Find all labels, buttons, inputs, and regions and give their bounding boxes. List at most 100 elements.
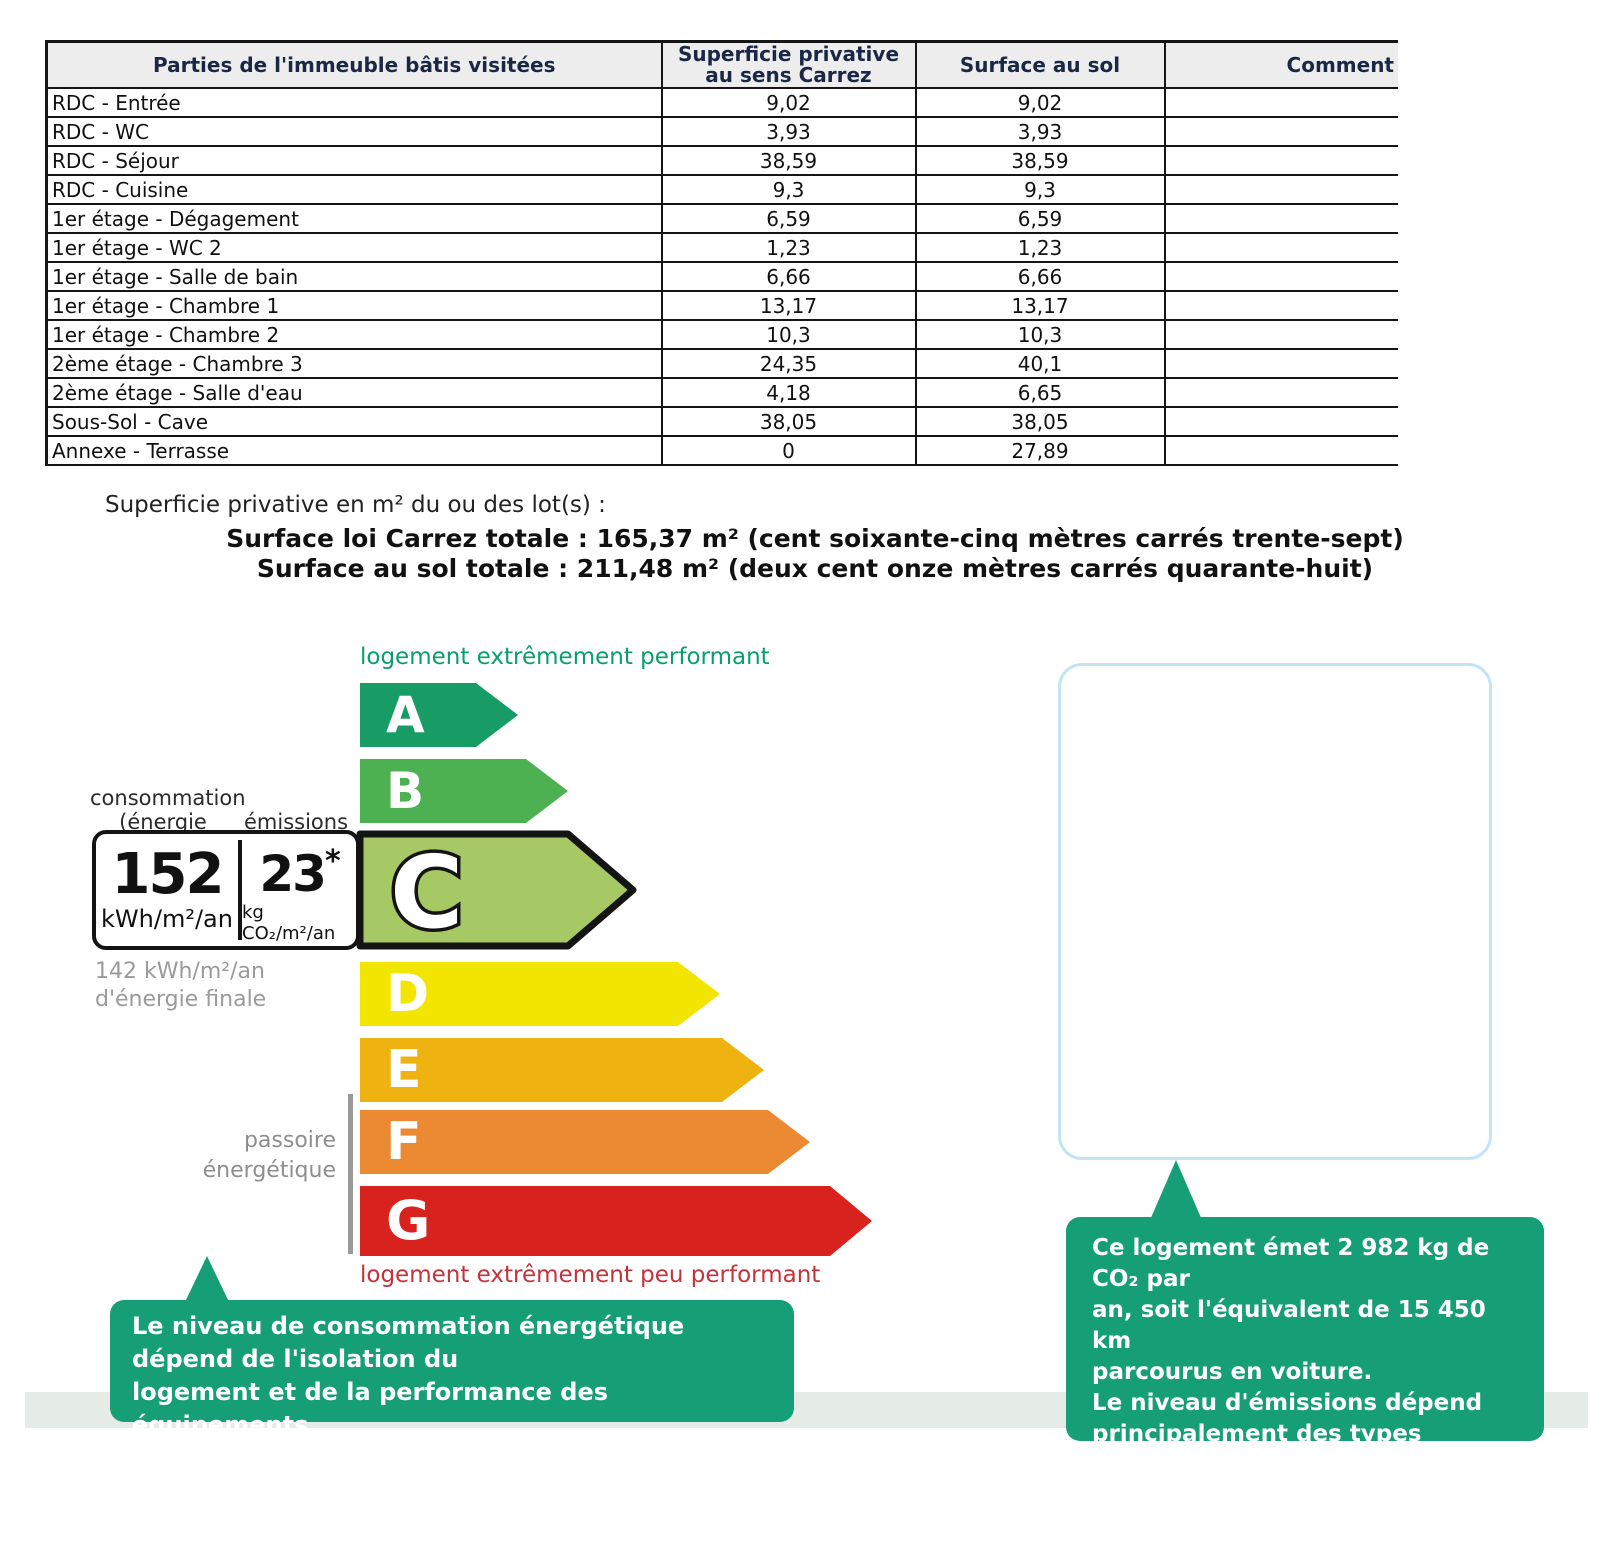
sol-value: 38,05 <box>914 406 1166 437</box>
sol-value: 9,02 <box>914 87 1166 118</box>
emissions-asterisk: * <box>324 844 341 879</box>
table-row: 1er étage - Salle de bain 6,66 6,66 <box>45 261 1398 292</box>
room-label: Sous-Sol - Cave <box>45 406 663 437</box>
callout-line: Le niveau de consommation énergétique dé… <box>132 1312 685 1373</box>
carrez-value: 13,17 <box>660 290 917 321</box>
energy-class-c-arrow: C <box>356 830 637 950</box>
passoire-bracket-line <box>348 1094 353 1254</box>
sol-value: 6,59 <box>914 203 1166 234</box>
energy-class-d-bar: D <box>360 962 720 1026</box>
comment-cell <box>1163 377 1398 408</box>
table-row: 1er étage - WC 2 1,23 1,23 <box>45 232 1398 263</box>
sol-value: 1,23 <box>914 232 1166 263</box>
room-label: RDC - WC <box>45 116 663 147</box>
sol-value: 3,93 <box>914 116 1166 147</box>
comment-cell <box>1163 290 1398 321</box>
table-row: 2ème étage - Salle d'eau 4,18 6,65 <box>45 377 1398 408</box>
carrez-value: 24,35 <box>660 348 917 379</box>
carrez-value: 1,23 <box>660 232 917 263</box>
energy-class-b-letter: B <box>386 762 425 820</box>
callout-line: Ce logement émet 2 982 kg de CO₂ par <box>1092 1235 1490 1292</box>
energy-bottom-label: logement extrêmement peu performant <box>360 1262 821 1288</box>
table-row: Sous-Sol - Cave 38,05 38,05 <box>45 406 1398 437</box>
surface-totals: Surface loi Carrez totale : 165,37 m² (c… <box>75 524 1555 584</box>
table-row: 1er étage - Chambre 2 10,3 10,3 <box>45 319 1398 350</box>
carrez-value: 4,18 <box>660 377 917 408</box>
room-label: RDC - Entrée <box>45 87 663 118</box>
sol-value: 27,89 <box>914 435 1166 466</box>
energy-class-g-letter: G <box>386 1189 431 1252</box>
header-comment: Comment <box>1163 40 1398 89</box>
energy-class-f-letter: F <box>386 1112 422 1172</box>
emissions-value-cell: 23* kg CO₂/m²/an <box>242 834 356 946</box>
comment-cell <box>1163 174 1398 205</box>
energy-class-c-shape <box>356 830 637 950</box>
callout-line: utilisées (bois, électricité, gaz, fioul… <box>1092 1483 1493 1540</box>
energy-class-b-bar: B <box>360 759 568 823</box>
carrez-value: 3,93 <box>660 116 917 147</box>
callout-line: logement et de la performance des équipe… <box>132 1378 609 1439</box>
energy-class-c-letter: C <box>390 834 463 950</box>
sol-value: 10,3 <box>914 319 1166 350</box>
energy-class-d-letter: D <box>386 964 430 1024</box>
energy-callout: Le niveau de consommation énergétique dé… <box>110 1300 794 1472</box>
carrez-total-line: Surface loi Carrez totale : 165,37 m² (c… <box>226 524 1404 553</box>
room-label: 1er étage - Salle de bain <box>45 261 663 292</box>
comment-cell <box>1163 203 1398 234</box>
sol-value: 6,65 <box>914 377 1166 408</box>
carrez-value: 9,02 <box>660 87 917 118</box>
consumption-unit: kWh/m²/an <box>101 905 233 933</box>
right-callout-pointer <box>1150 1160 1202 1220</box>
callout-line: principalement des types d'énergies <box>1092 1421 1422 1478</box>
comment-cell <box>1163 406 1398 437</box>
comment-cell <box>1163 87 1398 118</box>
room-label: RDC - Séjour <box>45 145 663 176</box>
comment-cell <box>1163 348 1398 379</box>
final-energy-value: 142 kWh/m²/an <box>95 959 265 984</box>
room-label: 1er étage - Dégagement <box>45 203 663 234</box>
left-callout-pointer <box>185 1256 229 1302</box>
co2-panel <box>1058 663 1492 1160</box>
comment-cell <box>1163 145 1398 176</box>
comment-cell <box>1163 116 1398 147</box>
room-label: 2ème étage - Salle d'eau <box>45 377 663 408</box>
room-label: 2ème étage - Chambre 3 <box>45 348 663 379</box>
table-row: Annexe - Terrasse 0 27,89 <box>45 435 1398 466</box>
sol-value: 40,1 <box>914 348 1166 379</box>
final-energy-label: d'énergie finale <box>95 987 267 1012</box>
sol-value: 6,66 <box>914 261 1166 292</box>
carrez-value: 6,59 <box>660 203 917 234</box>
value-box-divider <box>238 840 242 940</box>
sol-value: 9,3 <box>914 174 1166 205</box>
consumption-label: consommation <box>90 786 246 810</box>
carrez-value: 38,05 <box>660 406 917 437</box>
carrez-value: 0 <box>660 435 917 466</box>
room-label: RDC - Cuisine <box>45 174 663 205</box>
energy-class-e-letter: E <box>386 1040 422 1100</box>
co2-callout: Ce logement émet 2 982 kg de CO₂ par an,… <box>1066 1217 1544 1540</box>
surfaces-table: Parties de l'immeuble bâtis visitées Sup… <box>45 40 1398 466</box>
final-energy-note: 142 kWh/m²/an d'énergie finale <box>95 958 266 1014</box>
energy-class-f-bar: F <box>360 1110 810 1174</box>
sol-value: 13,17 <box>914 290 1166 321</box>
carrez-value: 10,3 <box>660 319 917 350</box>
table-row: 1er étage - Chambre 1 13,17 13,17 <box>45 290 1398 321</box>
carrez-value: 38,59 <box>660 145 917 176</box>
consumption-value: 152 <box>111 842 225 907</box>
energy-value-box: 152 kWh/m²/an 23* kg CO₂/m²/an <box>92 830 360 950</box>
header-parts: Parties de l'immeuble bâtis visitées <box>45 40 663 89</box>
table-row: RDC - Séjour 38,59 38,59 <box>45 145 1398 176</box>
emissions-unit: kg CO₂/m²/an <box>242 902 336 944</box>
comment-cell <box>1163 319 1398 350</box>
energy-class-a-bar: A <box>360 683 518 747</box>
carrez-value: 6,66 <box>660 261 917 292</box>
comment-cell <box>1163 435 1398 466</box>
header-sol: Surface au sol <box>914 40 1166 89</box>
energy-class-g-bar: G <box>360 1186 872 1256</box>
room-label: 1er étage - WC 2 <box>45 232 663 263</box>
energy-class-e-bar: E <box>360 1038 764 1102</box>
comment-cell <box>1163 232 1398 263</box>
emissions-value: 23* <box>259 844 341 903</box>
table-row: 1er étage - Dégagement 6,59 6,59 <box>45 203 1398 234</box>
callout-line: Pour l'améliorer, voir pages 4 à 6 <box>132 1444 580 1472</box>
